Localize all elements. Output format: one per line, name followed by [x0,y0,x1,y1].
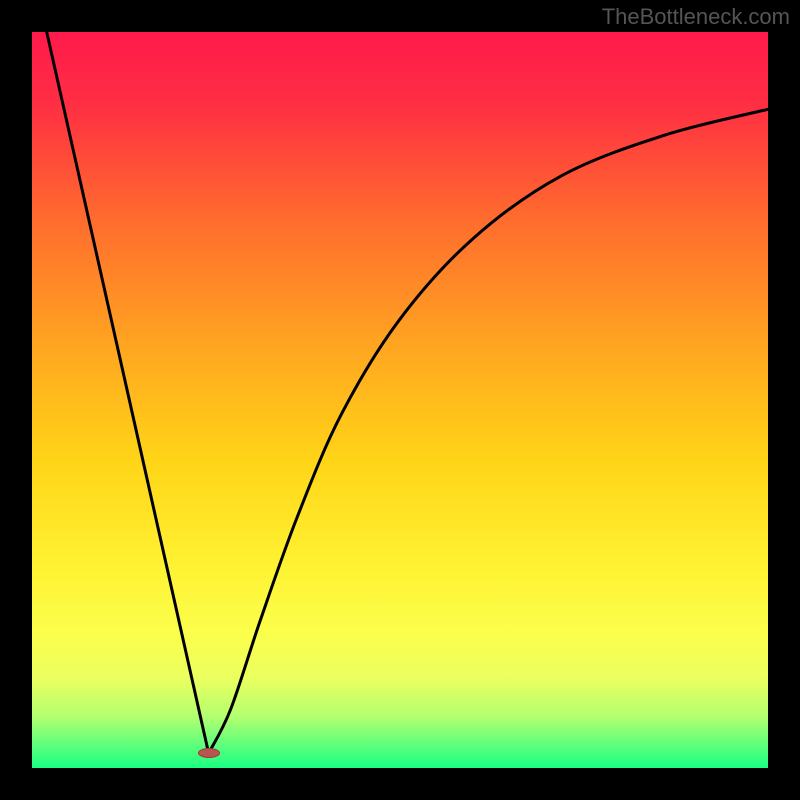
bottleneck-curve [32,32,768,768]
watermark-text: TheBottleneck.com [602,4,790,30]
plot-area [32,32,768,768]
figure-container: TheBottleneck.com [0,0,800,800]
